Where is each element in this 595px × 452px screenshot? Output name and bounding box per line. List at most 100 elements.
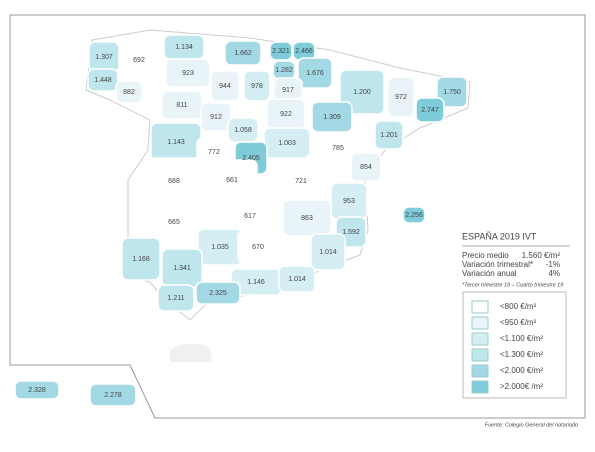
province xyxy=(145,201,203,243)
province-label: 922 xyxy=(280,111,292,118)
info-value: -1% xyxy=(546,260,560,269)
province xyxy=(200,102,232,132)
province xyxy=(387,76,415,118)
province-label: 1.143 xyxy=(167,139,185,146)
decor xyxy=(170,343,212,362)
province-label: 811 xyxy=(176,102,187,109)
info-label: Variación anual xyxy=(462,269,517,278)
province-label: 1.676 xyxy=(306,70,324,77)
province-label: 1.750 xyxy=(443,89,461,96)
province xyxy=(339,69,385,115)
province-label: 1.282 xyxy=(275,67,293,74)
province xyxy=(14,380,60,400)
province-label: 617 xyxy=(244,213,256,220)
province-label: 953 xyxy=(343,198,355,205)
info-label: Precio medio xyxy=(462,251,509,260)
province xyxy=(297,57,333,89)
province xyxy=(115,80,143,104)
province-label: 2.278 xyxy=(104,392,122,399)
province-label: 1.134 xyxy=(175,44,193,51)
province-label: 2.256 xyxy=(405,212,423,219)
legend-swatch xyxy=(471,380,489,394)
province-label: 1.307 xyxy=(95,54,113,61)
province-label: 1.014 xyxy=(288,276,306,283)
province-label: 2.466 xyxy=(295,48,313,55)
province-label: 1.035 xyxy=(211,244,229,251)
province-label: 2.321 xyxy=(272,48,290,55)
legend-swatch xyxy=(471,316,489,330)
legend-swatch xyxy=(471,332,489,346)
province-label: 692 xyxy=(133,57,145,64)
province-label: 1.200 xyxy=(353,89,371,96)
legend-label: <950 €/m² xyxy=(500,318,537,327)
legend-label: <1.100 €/m² xyxy=(500,334,543,343)
province xyxy=(311,101,353,133)
province-label: 2.328 xyxy=(28,387,46,394)
province xyxy=(282,199,332,237)
province-label: 917 xyxy=(282,87,294,94)
legend-label: <1.300 €/m² xyxy=(500,350,543,359)
province-label: 772 xyxy=(208,149,220,156)
source: Fuente: Colegio General del notariado xyxy=(485,422,578,428)
province-label: 670 xyxy=(252,244,264,251)
province-label: 1.662 xyxy=(234,50,252,57)
info-note: *Tercer trimestre 19 – Cuarto trimestre … xyxy=(462,282,563,288)
frame xyxy=(9,14,586,419)
province-label: 1.341 xyxy=(173,265,191,272)
province-label: 2.747 xyxy=(421,107,439,114)
province xyxy=(278,265,316,293)
province xyxy=(350,152,382,182)
legend-label: <800 €/m² xyxy=(500,302,537,311)
info-value: 4% xyxy=(548,269,560,278)
province xyxy=(157,284,195,312)
info-title: ESPAÑA 2019 IVT xyxy=(462,231,537,241)
province xyxy=(243,70,271,102)
province xyxy=(89,383,137,407)
province xyxy=(210,70,240,102)
province-label: 1.014 xyxy=(319,249,337,256)
province-label: 1.146 xyxy=(247,279,265,286)
info-value: 1.560 €/m² xyxy=(522,251,561,260)
province xyxy=(402,206,426,224)
province-label: 1.168 xyxy=(132,256,150,263)
province-label: 2.325 xyxy=(209,290,227,297)
province-label: 661 xyxy=(226,177,238,184)
province-label: 882 xyxy=(123,89,135,96)
province-label: 1.309 xyxy=(323,114,341,121)
province-label: 785 xyxy=(332,145,344,152)
province xyxy=(237,230,279,264)
province xyxy=(374,120,404,150)
province-label: 978 xyxy=(251,83,263,90)
legend-label: >2.000€ /m² xyxy=(500,382,543,391)
province xyxy=(317,132,359,164)
province-label: 1.592 xyxy=(342,229,360,236)
legend-swatch xyxy=(471,348,489,362)
province-label: 688 xyxy=(168,178,180,185)
province xyxy=(165,58,211,88)
province-label: 721 xyxy=(295,178,307,185)
province-label: 912 xyxy=(210,114,222,121)
legend-swatch xyxy=(471,300,489,314)
province-label: 665 xyxy=(168,219,180,226)
province xyxy=(121,237,161,281)
province-label: 854 xyxy=(360,164,372,171)
province-label: 863 xyxy=(301,215,313,222)
province-label: 972 xyxy=(395,94,407,101)
province xyxy=(224,40,262,66)
province xyxy=(436,76,468,108)
province-label: 1.448 xyxy=(94,77,112,84)
province-label: 944 xyxy=(219,83,231,90)
province xyxy=(415,97,445,123)
province-label: 1.058 xyxy=(234,127,252,134)
province-label: 2.405 xyxy=(242,155,260,162)
province-label: 923 xyxy=(182,70,194,77)
province xyxy=(87,68,119,92)
province-label: 1.201 xyxy=(380,132,398,139)
province-label: 1.003 xyxy=(278,140,296,147)
province xyxy=(195,281,241,305)
province xyxy=(126,44,152,76)
legend-label: <2.000 €/m² xyxy=(500,366,543,375)
info-label: Variación trimestral* xyxy=(462,260,533,269)
